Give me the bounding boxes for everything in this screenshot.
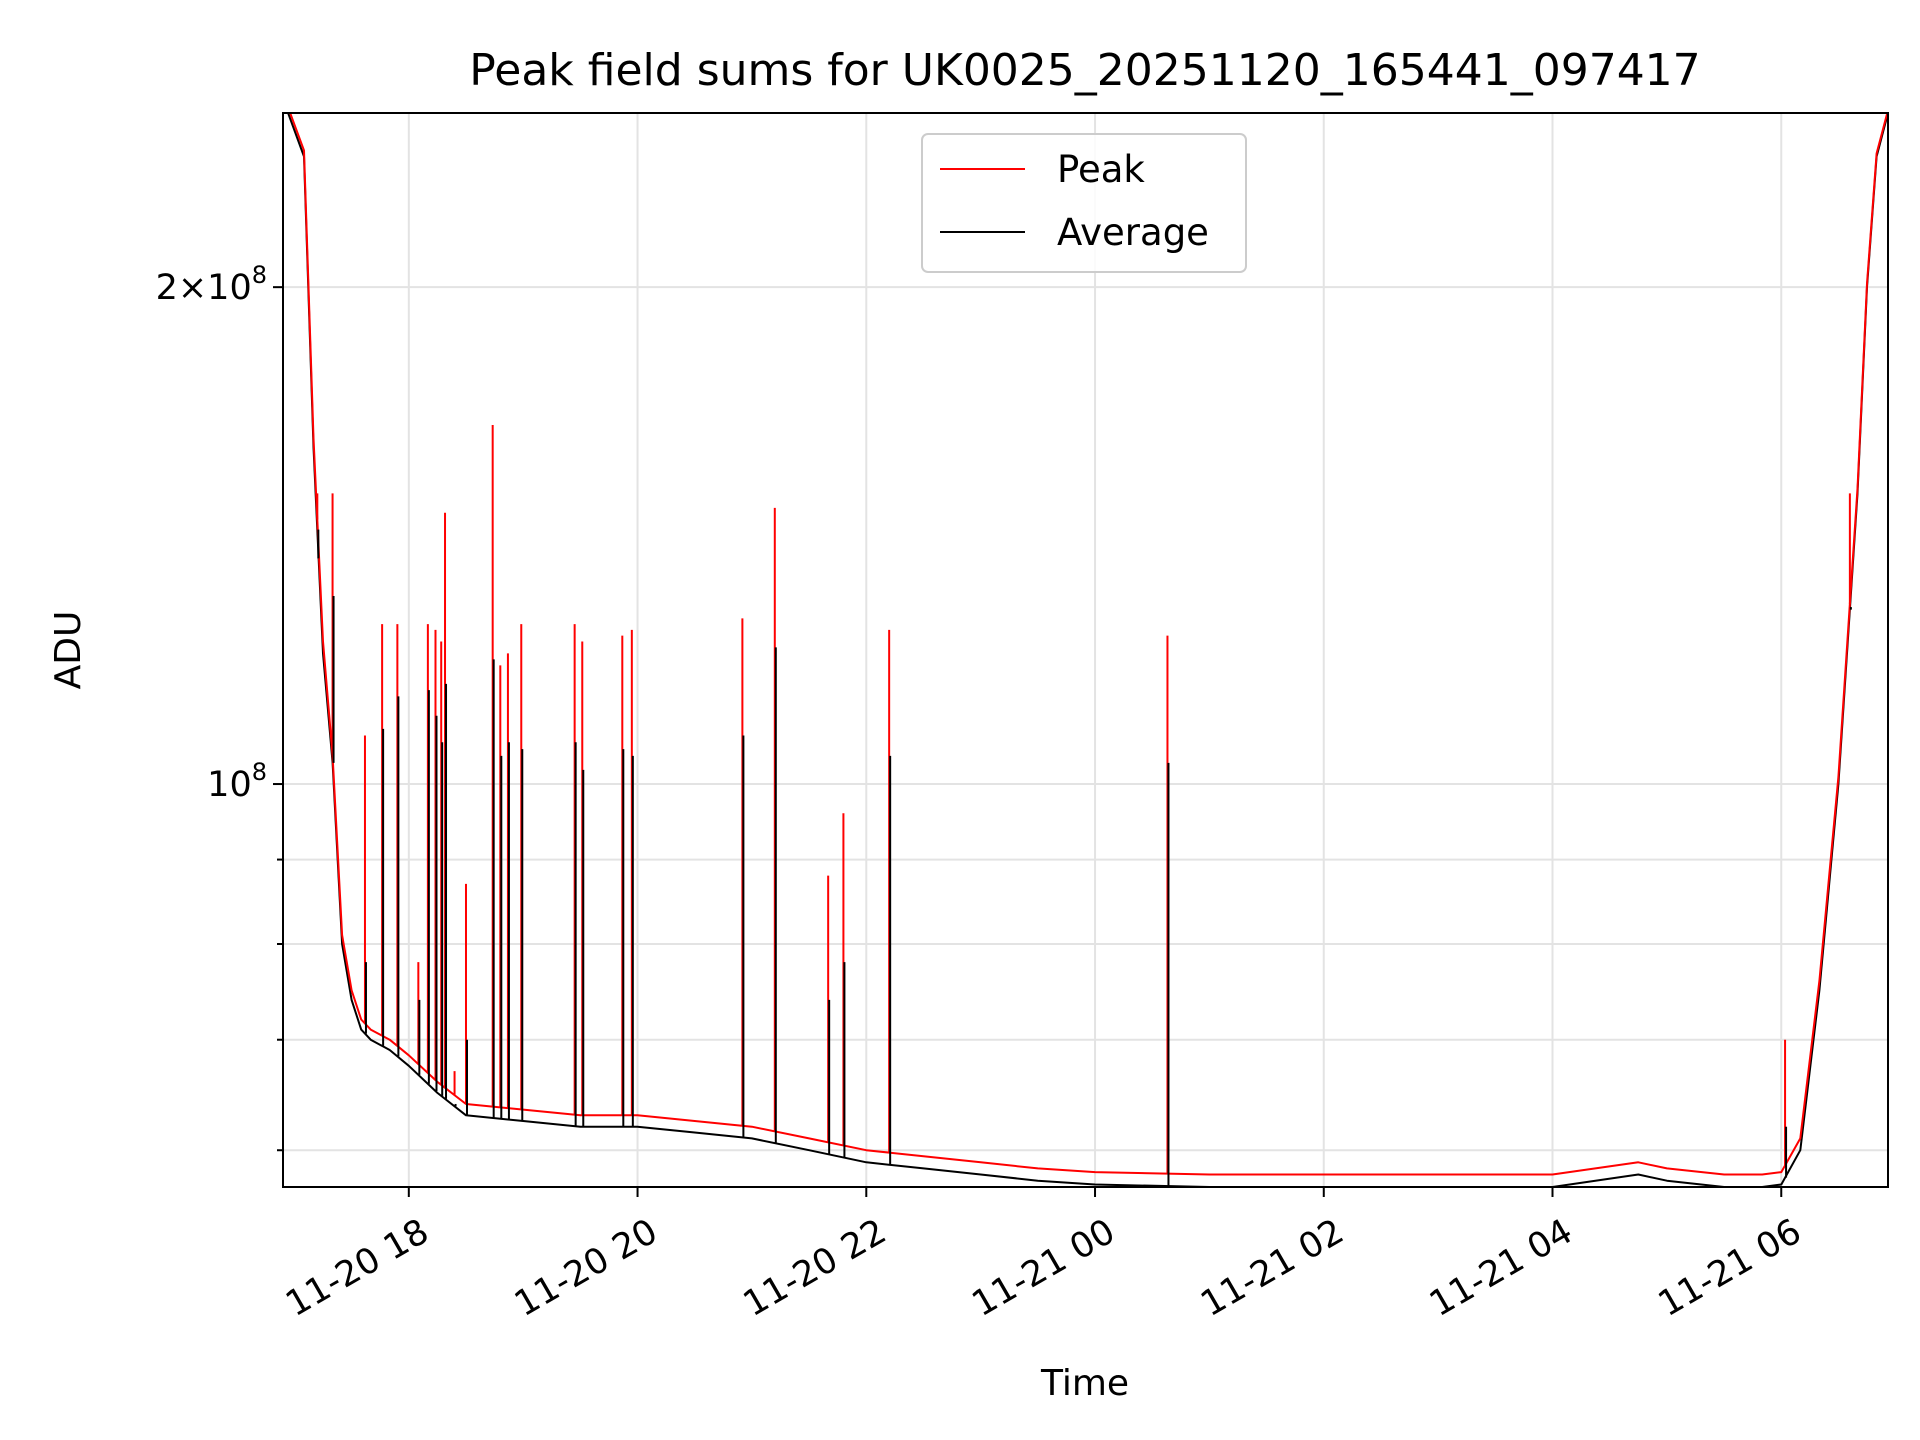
y-tick-base: 10 <box>207 268 252 308</box>
y-tick-base: 10 <box>207 765 252 805</box>
chart-title: Peak field sums for UK0025_20251120_1654… <box>469 45 1700 96</box>
y-axis-label: ADU <box>48 611 89 690</box>
plot-frame <box>282 112 1889 1188</box>
y-tick-exponent: 8 <box>252 261 267 289</box>
series-line-average <box>287 113 1888 1187</box>
legend: Peak Average <box>921 133 1247 273</box>
y-tick-exponent: 8 <box>252 758 267 786</box>
y-tick-label: 108 <box>207 758 267 805</box>
legend-label-average: Average <box>1057 211 1209 254</box>
y-tick-label: 2×108 <box>156 261 267 308</box>
y-tick-coefficient: 2 <box>156 268 178 308</box>
grid <box>283 113 1888 1187</box>
series-layer <box>287 113 1888 1187</box>
legend-label-peak: Peak <box>1057 148 1145 191</box>
y-tick-times: × <box>178 268 207 308</box>
series-line-peak <box>289 113 1888 1176</box>
x-axis-label: Time <box>1040 1363 1129 1404</box>
